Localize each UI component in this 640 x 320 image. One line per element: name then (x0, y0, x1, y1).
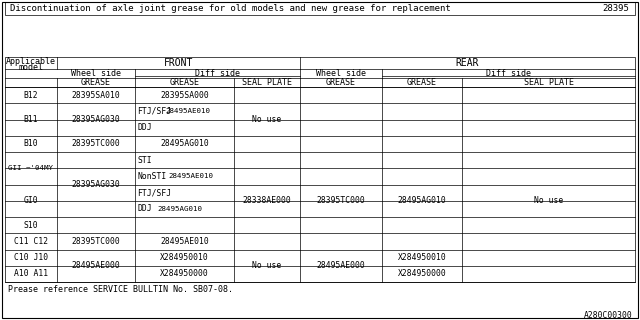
Text: B11: B11 (24, 115, 38, 124)
Text: 28395AG030: 28395AG030 (72, 115, 120, 124)
Text: GREASE: GREASE (81, 78, 111, 87)
Text: 28395AG030: 28395AG030 (72, 180, 120, 189)
Text: GI0: GI0 (24, 196, 38, 205)
Text: 28395SA010: 28395SA010 (72, 91, 120, 100)
Text: B10: B10 (24, 140, 38, 148)
Text: 28495AE010: 28495AE010 (165, 108, 210, 114)
Text: Applicable: Applicable (6, 57, 56, 66)
Text: C11 C12: C11 C12 (14, 237, 48, 246)
Bar (5, 57, 635, 282)
Text: DDJ: DDJ (137, 204, 152, 213)
Text: A280C00300: A280C00300 (584, 310, 633, 319)
Text: 28395TC000: 28395TC000 (317, 196, 365, 205)
Text: A10 A11: A10 A11 (14, 269, 48, 278)
Text: 28338AE000: 28338AE000 (243, 196, 291, 205)
Text: GREASE: GREASE (407, 78, 437, 87)
Text: NonSTI: NonSTI (137, 172, 166, 181)
Text: FTJ/SFJ: FTJ/SFJ (137, 188, 171, 197)
Text: X284950000: X284950000 (397, 269, 446, 278)
Text: No use: No use (534, 196, 563, 205)
Text: GII ~'04MY: GII ~'04MY (8, 165, 54, 171)
Text: GREASE: GREASE (326, 78, 356, 87)
Text: DDJ: DDJ (137, 123, 152, 132)
Text: Diff side: Diff side (195, 69, 240, 78)
Text: B12: B12 (24, 91, 38, 100)
Text: 28495AE010: 28495AE010 (168, 173, 213, 180)
Text: model: model (19, 62, 44, 71)
Text: Prease reference SERVICE BULLTIN No. SB07-08.: Prease reference SERVICE BULLTIN No. SB0… (8, 285, 233, 294)
Text: 28395TC000: 28395TC000 (72, 237, 120, 246)
Text: FRONT: FRONT (164, 58, 193, 68)
Text: C10 J10: C10 J10 (14, 253, 48, 262)
Text: GREASE: GREASE (170, 78, 200, 87)
Text: Diff side: Diff side (486, 69, 531, 78)
Text: Wheel side: Wheel side (316, 69, 366, 78)
Text: X284950000: X284950000 (160, 269, 209, 278)
Text: 28495AE000: 28495AE000 (72, 261, 120, 270)
Text: X284950010: X284950010 (397, 253, 446, 262)
Text: REAR: REAR (456, 58, 479, 68)
Text: X284950010: X284950010 (160, 253, 209, 262)
Text: No use: No use (252, 261, 282, 270)
Text: SEAL PLATE: SEAL PLATE (524, 78, 573, 87)
Text: 28395: 28395 (602, 4, 629, 13)
Text: 28495AE010: 28495AE010 (160, 237, 209, 246)
Text: FTJ/SFJ: FTJ/SFJ (137, 107, 171, 116)
Text: S10: S10 (24, 220, 38, 230)
Text: SEAL PLATE: SEAL PLATE (242, 78, 292, 87)
Text: 28495AG010: 28495AG010 (160, 140, 209, 148)
Text: 28495AG010: 28495AG010 (157, 206, 202, 212)
Text: STI: STI (137, 156, 152, 164)
Text: No use: No use (252, 115, 282, 124)
Text: 28495AG010: 28495AG010 (397, 196, 446, 205)
Text: 28495AE000: 28495AE000 (317, 261, 365, 270)
Text: 28395TC000: 28395TC000 (72, 140, 120, 148)
Text: Wheel side: Wheel side (71, 69, 121, 78)
Bar (5, 2, 635, 15)
Text: Discontinuation of axle joint grease for old models and new grease for replaceme: Discontinuation of axle joint grease for… (10, 4, 451, 13)
Text: 28395SA000: 28395SA000 (160, 91, 209, 100)
